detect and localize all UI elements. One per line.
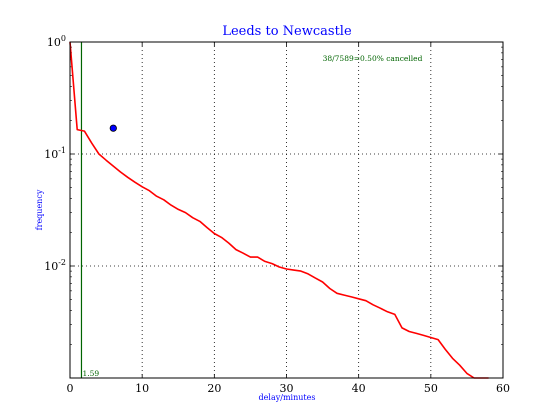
y-tick-label: 10-1 [44, 146, 66, 161]
data-point-marker [109, 124, 117, 132]
plot-area-frame [69, 41, 504, 379]
y-axis-label: frequency [35, 189, 44, 230]
series-layer [69, 41, 489, 379]
cancelled-annotation: 38/7589=0.50% cancelled [323, 54, 423, 63]
y-tick-label: 100 [47, 34, 66, 49]
series-line [69, 41, 489, 379]
y-tick-label: 10-2 [44, 258, 66, 273]
x-tick-label: 50 [424, 382, 438, 395]
x-tick-label: 20 [207, 382, 221, 395]
vline-label: 1.59 [82, 369, 99, 378]
x-tick-label: 30 [280, 382, 294, 395]
x-tick-label: 0 [67, 382, 74, 395]
x-tick-label: 40 [352, 382, 366, 395]
chart-title: Leeds to Newcastle [222, 24, 352, 39]
axis-ticks: 0 10 20 30 40 50 60 100 10-1 10-2 [44, 34, 510, 395]
x-tick-label: 60 [496, 382, 510, 395]
x-axis-label: delay/minutes [259, 393, 316, 402]
x-tick-label: 10 [135, 382, 149, 395]
grid-lines [70, 42, 503, 378]
